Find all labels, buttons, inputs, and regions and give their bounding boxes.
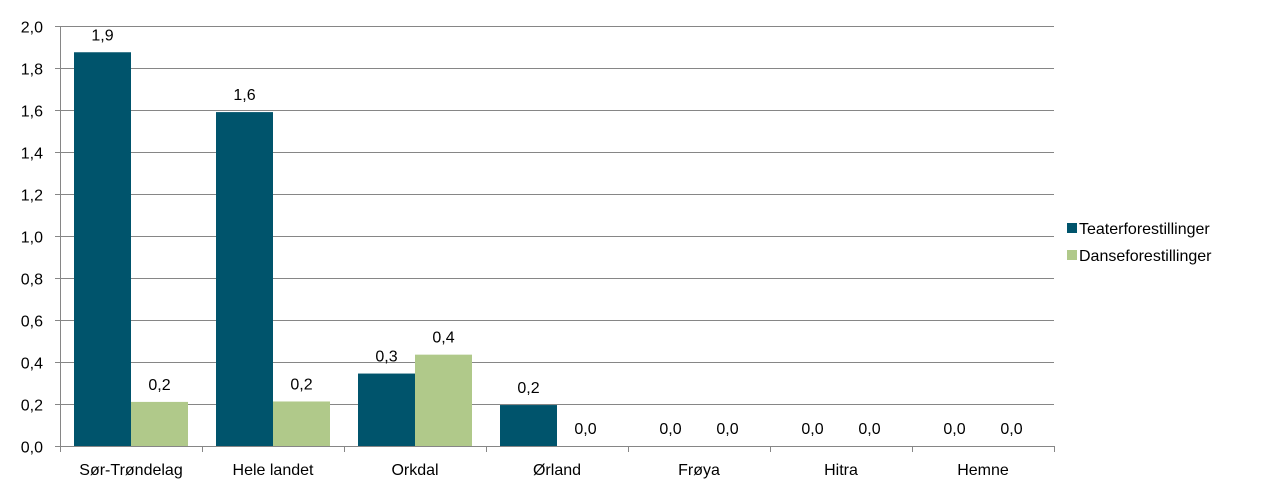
- y-tick-label: 0,2: [21, 398, 43, 415]
- y-tick-label: 0,6: [21, 314, 43, 331]
- x-tick-label: Ørland: [533, 462, 581, 479]
- y-tick-label: 2,0: [21, 20, 43, 37]
- bar-danse: [131, 401, 188, 446]
- legend-label: Danseforestillinger: [1079, 248, 1212, 265]
- data-label: 0,0: [801, 421, 823, 438]
- data-label: 0,0: [659, 421, 681, 438]
- y-tick-label: 0,4: [21, 356, 43, 373]
- legend-swatch: [1067, 250, 1077, 260]
- bar-danse: [415, 354, 472, 446]
- bar-teater: [358, 373, 415, 446]
- data-label: 0,0: [1000, 421, 1022, 438]
- legend-label: Teaterforestillinger: [1079, 221, 1210, 238]
- y-tick-label: 0,8: [21, 272, 43, 289]
- data-label: 0,2: [290, 376, 312, 393]
- x-tick-label: Sør-Trøndelag: [79, 462, 182, 479]
- data-label: 0,0: [943, 421, 965, 438]
- y-tick-label: 0,0: [21, 440, 43, 457]
- y-tick-label: 1,8: [21, 62, 43, 79]
- data-label: 0,0: [574, 421, 596, 438]
- bar-danse: [273, 401, 330, 446]
- legend-swatch: [1067, 223, 1077, 233]
- bar-teater: [216, 112, 273, 446]
- data-label: 1,9: [91, 27, 113, 44]
- data-label: 0,0: [858, 421, 880, 438]
- y-tick-label: 1,0: [21, 230, 43, 247]
- y-tick-label: 1,6: [21, 104, 43, 121]
- data-label: 0,2: [148, 377, 170, 394]
- data-label: 0,0: [716, 421, 738, 438]
- data-label: 1,6: [233, 87, 255, 104]
- bar-teater: [500, 405, 557, 446]
- data-label: 0,3: [375, 349, 397, 366]
- y-tick-label: 1,4: [21, 146, 43, 163]
- data-label: 0,2: [517, 380, 539, 397]
- bar-teater: [74, 52, 131, 446]
- x-tick-label: Hitra: [824, 462, 858, 479]
- x-tick-label: Frøya: [678, 462, 720, 479]
- y-tick-label: 1,2: [21, 188, 43, 205]
- data-label: 0,4: [432, 330, 454, 347]
- x-tick-label: Hemne: [957, 462, 1009, 479]
- x-tick-label: Hele landet: [233, 462, 315, 479]
- x-tick-label: Orkdal: [391, 462, 438, 479]
